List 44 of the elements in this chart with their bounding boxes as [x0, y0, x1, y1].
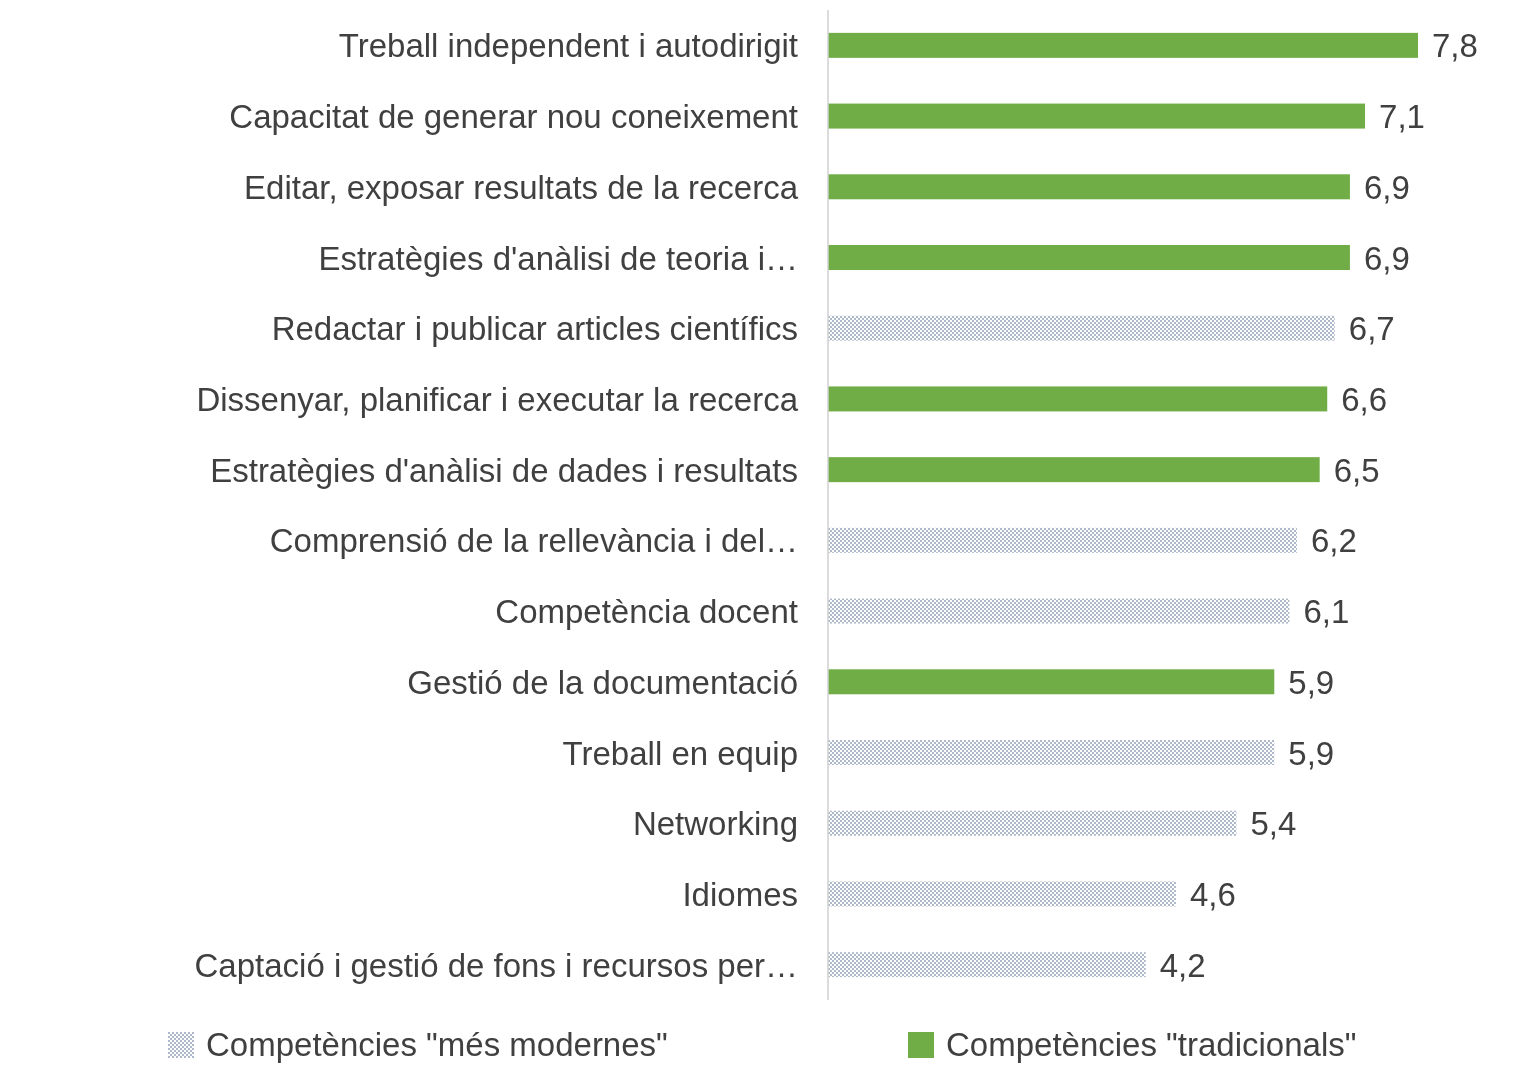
data-label: 6,5 — [1333, 451, 1380, 489]
data-label: 6,6 — [1341, 380, 1388, 418]
bar — [828, 810, 1237, 836]
bar — [828, 315, 1335, 341]
data-label: 6,7 — [1348, 310, 1395, 348]
y-tick-label: Gestió de la documentació — [407, 663, 798, 701]
data-label: 7,1 — [1379, 98, 1425, 136]
data-label: 4,2 — [1159, 946, 1206, 984]
y-tick-label: Redactar i publicar articles científics — [271, 310, 798, 348]
data-label: 6,9 — [1363, 239, 1410, 277]
data-label: 4,6 — [1189, 875, 1236, 913]
legend-label: Competències "tradicionals" — [946, 1026, 1357, 1063]
y-tick-label: Estratègies d'anàlisi de dades i resultats — [210, 451, 798, 489]
bar — [828, 457, 1320, 483]
bar — [828, 386, 1328, 412]
data-label: 7,8 — [1432, 27, 1478, 65]
y-tick-label: Dissenyar, planificar i executar la recerca — [196, 380, 799, 418]
bar — [828, 103, 1366, 129]
y-tick-label: Editar, exposar resultats de la recerca — [244, 168, 799, 206]
bar — [828, 174, 1350, 200]
bar — [828, 32, 1418, 58]
data-label: 5,9 — [1288, 663, 1335, 701]
bar — [828, 740, 1275, 765]
y-tick-label: Comprensió de la rellevància i del… — [269, 522, 798, 560]
data-label: 6,9 — [1363, 168, 1410, 206]
y-tick-label: Networking — [632, 805, 798, 843]
y-tick-label: Captació i gestió de fons i recursos per… — [194, 946, 798, 984]
bar — [828, 881, 1176, 907]
y-tick-label: Competència docent — [495, 593, 798, 631]
y-tick-label: Estratègies d'anàlisi de teoria i… — [318, 239, 798, 277]
bar — [828, 669, 1275, 695]
y-tick-label: Treball independent i autodirigit — [338, 27, 798, 65]
data-label: 6,1 — [1303, 593, 1350, 631]
y-tick-label: Idiomes — [682, 875, 798, 913]
data-label: 5,9 — [1288, 734, 1335, 772]
bar — [828, 952, 1146, 978]
y-tick-label: Treball en equip — [562, 734, 798, 772]
data-label: 6,2 — [1310, 522, 1357, 560]
bar — [828, 245, 1350, 270]
bar — [828, 527, 1297, 553]
bar — [828, 598, 1290, 624]
y-tick-label: Capacitat de generar nou coneixement — [229, 98, 798, 136]
data-label: 5,4 — [1250, 805, 1297, 843]
legend-label: Competències "més modernes" — [206, 1026, 668, 1063]
